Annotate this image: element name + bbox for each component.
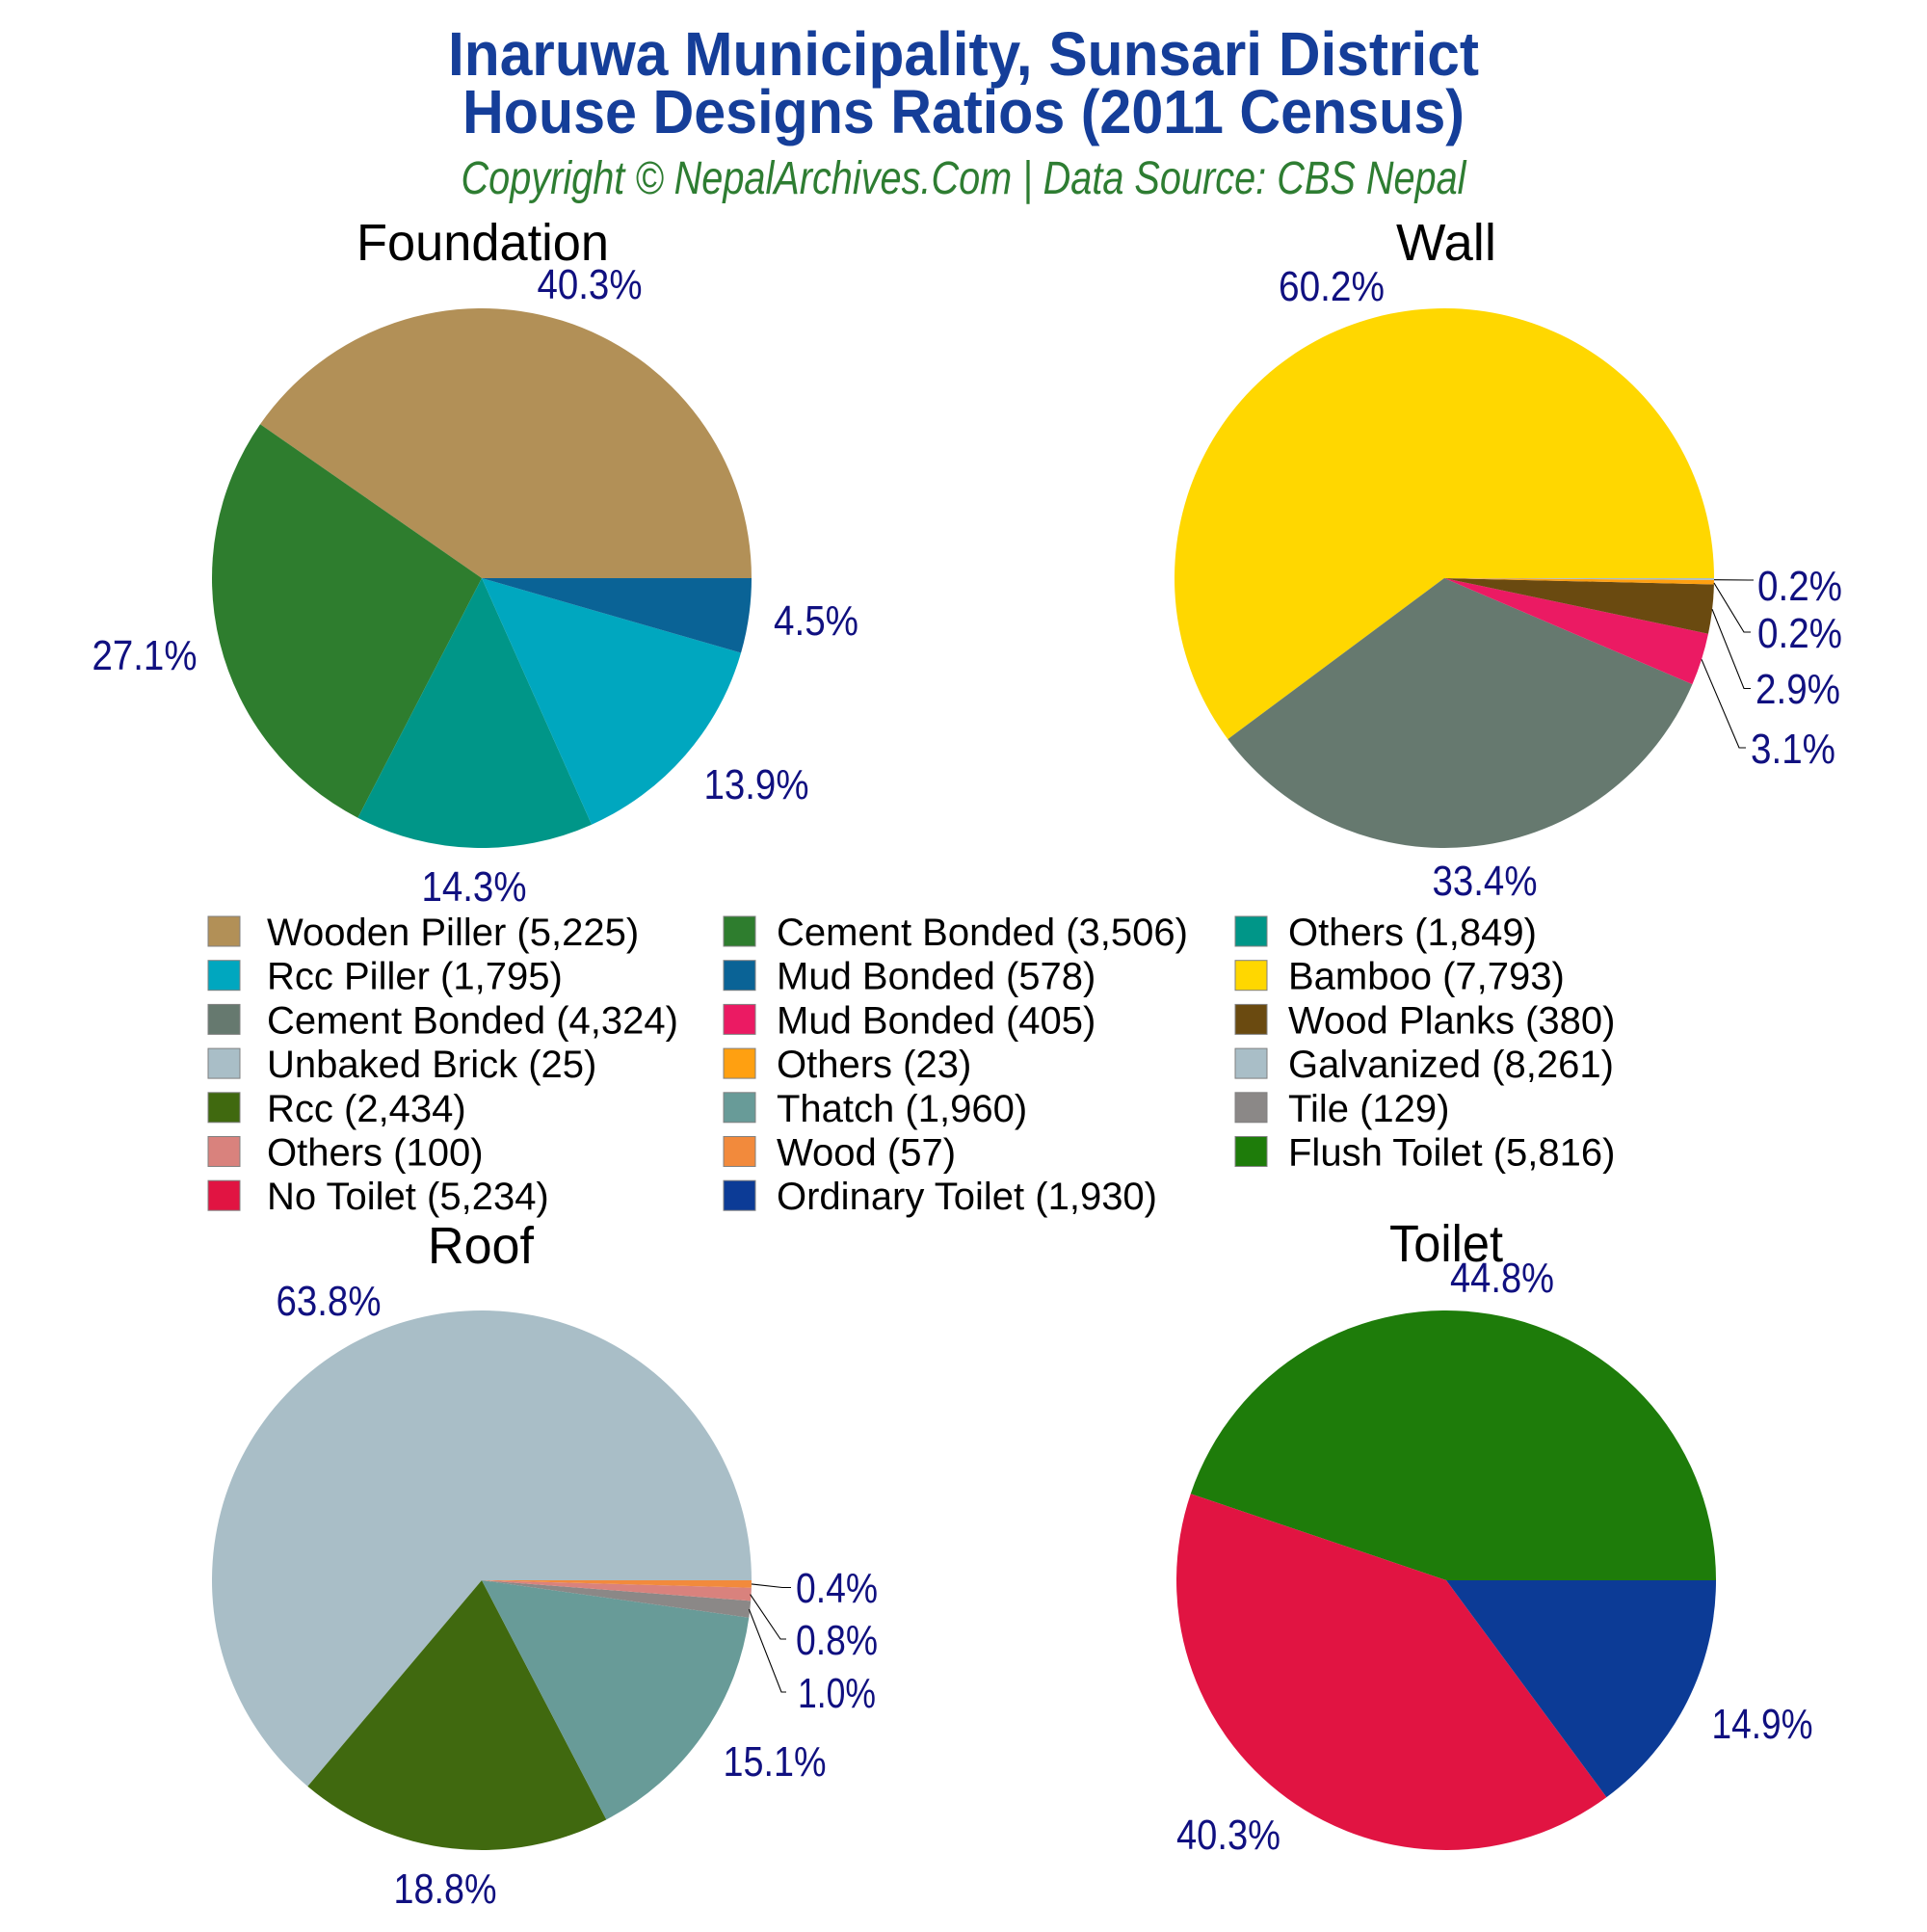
svg-text:Flush Toilet (5,816): Flush Toilet (5,816) — [1288, 1132, 1615, 1175]
svg-text:4.5%: 4.5% — [774, 597, 858, 645]
svg-text:Bamboo (7,793): Bamboo (7,793) — [1288, 956, 1565, 998]
svg-text:Roof: Roof — [428, 1217, 535, 1275]
svg-text:Tile (129): Tile (129) — [1288, 1088, 1449, 1130]
svg-text:40.3%: 40.3% — [538, 261, 643, 308]
svg-text:27.1%: 27.1% — [92, 632, 198, 679]
svg-text:Thatch (1,960): Thatch (1,960) — [777, 1088, 1027, 1130]
svg-text:Ordinary Toilet (1,930): Ordinary Toilet (1,930) — [777, 1176, 1157, 1218]
svg-text:Cement Bonded (3,506): Cement Bonded (3,506) — [777, 912, 1188, 954]
svg-text:0.2%: 0.2% — [1757, 610, 1842, 657]
svg-text:Galvanized (8,261): Galvanized (8,261) — [1288, 1044, 1614, 1086]
svg-text:Wall: Wall — [1396, 214, 1496, 272]
svg-text:33.4%: 33.4% — [1433, 858, 1538, 905]
svg-text:1.0%: 1.0% — [798, 1670, 876, 1717]
svg-text:Mud Bonded (405): Mud Bonded (405) — [777, 999, 1095, 1042]
svg-text:Inaruwa Municipality, Sunsari: Inaruwa Municipality, Sunsari District — [448, 19, 1479, 89]
svg-text:14.3%: 14.3% — [422, 863, 527, 911]
svg-text:63.8%: 63.8% — [277, 1278, 382, 1325]
svg-text:44.8%: 44.8% — [1450, 1255, 1554, 1302]
svg-text:14.9%: 14.9% — [1712, 1701, 1813, 1748]
svg-text:40.3%: 40.3% — [1176, 1812, 1280, 1859]
svg-text:15.1%: 15.1% — [724, 1738, 827, 1786]
svg-text:Rcc (2,434): Rcc (2,434) — [267, 1088, 466, 1130]
svg-text:Others (100): Others (100) — [267, 1132, 484, 1175]
svg-text:13.9%: 13.9% — [704, 761, 809, 808]
svg-text:No Toilet (5,234): No Toilet (5,234) — [267, 1176, 549, 1218]
svg-text:Foundation: Foundation — [356, 214, 609, 272]
svg-text:Mud Bonded (578): Mud Bonded (578) — [777, 956, 1095, 998]
svg-text:Cement Bonded (4,324): Cement Bonded (4,324) — [267, 999, 678, 1042]
svg-text:Others (23): Others (23) — [777, 1044, 971, 1086]
svg-text:Unbaked Brick (25): Unbaked Brick (25) — [267, 1044, 596, 1086]
svg-text:18.8%: 18.8% — [394, 1866, 497, 1913]
svg-text:Others (1,849): Others (1,849) — [1288, 912, 1537, 954]
svg-text:Wood Planks (380): Wood Planks (380) — [1288, 999, 1615, 1042]
svg-text:60.2%: 60.2% — [1279, 263, 1385, 310]
svg-text:3.1%: 3.1% — [1751, 726, 1835, 773]
svg-text:2.9%: 2.9% — [1755, 666, 1840, 713]
svg-text:0.2%: 0.2% — [1757, 563, 1842, 610]
svg-text:0.4%: 0.4% — [796, 1565, 878, 1612]
svg-text:Toilet: Toilet — [1389, 1215, 1503, 1273]
svg-text:Wood (57): Wood (57) — [777, 1132, 956, 1175]
svg-text:Copyright © NepalArchives.Com: Copyright © NepalArchives.Com | Data Sou… — [462, 153, 1467, 204]
svg-text:Rcc Piller (1,795): Rcc Piller (1,795) — [267, 956, 563, 998]
svg-text:Wooden Piller (5,225): Wooden Piller (5,225) — [267, 912, 639, 954]
svg-text:0.8%: 0.8% — [796, 1617, 878, 1664]
svg-text:House Designs Ratios (2011 Cen: House Designs Ratios (2011 Census) — [462, 77, 1465, 146]
